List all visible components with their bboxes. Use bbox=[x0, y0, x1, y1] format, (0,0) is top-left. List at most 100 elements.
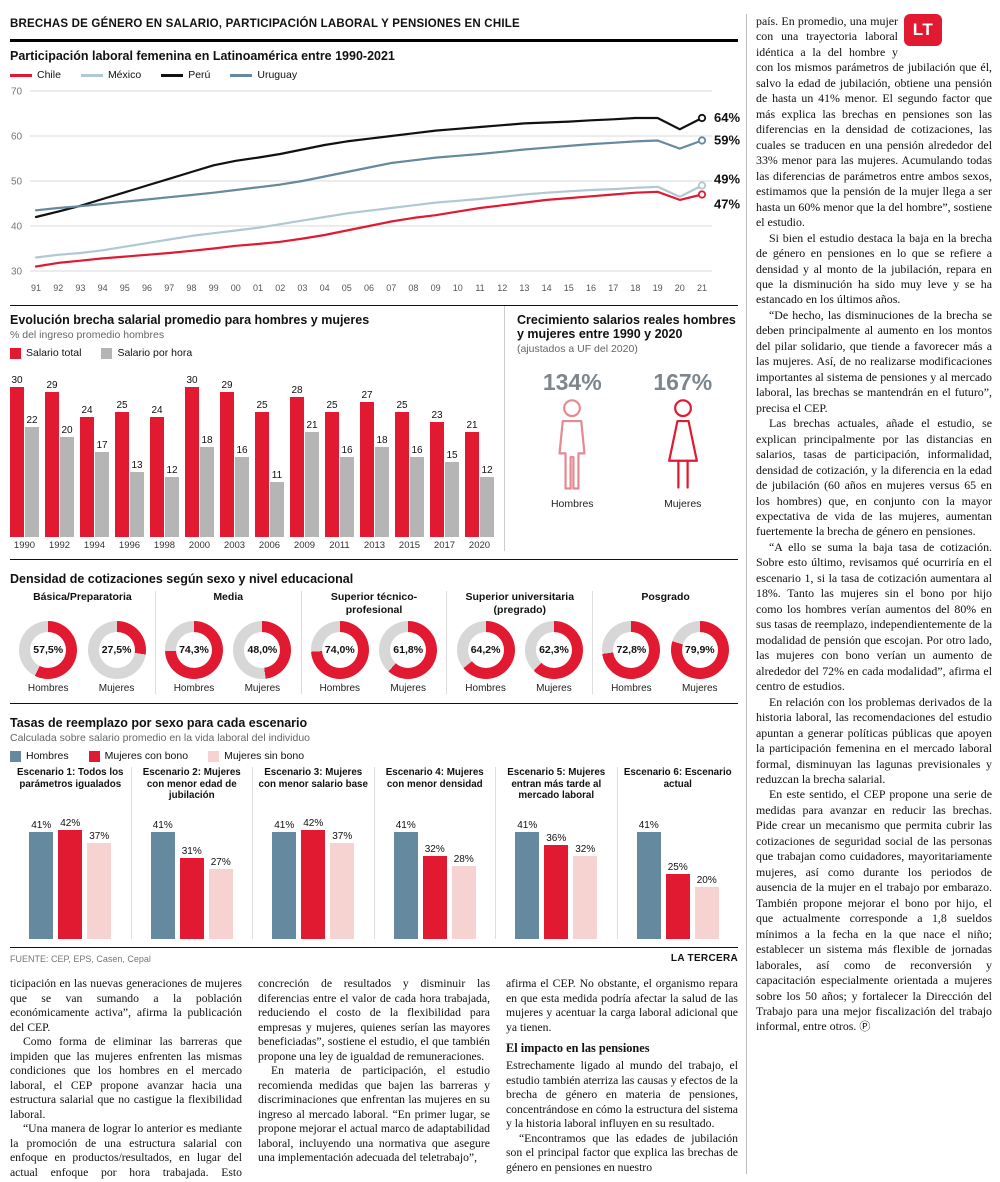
article-paragraph: Si bien el estudio destaca la baja en la… bbox=[756, 230, 992, 307]
legend-label: Salario por hora bbox=[117, 347, 193, 359]
article-paragraph: En relación con los problemas derivados … bbox=[756, 694, 992, 786]
svg-text:20: 20 bbox=[675, 283, 685, 293]
donut-value: 62,3% bbox=[539, 644, 569, 656]
donut-mujeres: 48,0% Mujeres bbox=[233, 621, 292, 694]
donut-group: Posgrado 72,8% Hombres 79,9% Mujeres bbox=[592, 591, 738, 694]
svg-text:19: 19 bbox=[653, 283, 663, 293]
bar-group-2013: 27 18 2013 bbox=[360, 369, 389, 551]
bar-value: 25 bbox=[116, 400, 128, 411]
main-layout: BRECHAS DE GÉNERO EN SALARIO, PARTICIPAC… bbox=[10, 14, 992, 1182]
bar-value: 18 bbox=[376, 435, 388, 446]
labor-participation-line-chart: 30 40 50 60 70 91 92 93 94 95 96 97 98 99 00 01 02 03 04 05… bbox=[11, 87, 740, 294]
bar-1998-salario-total bbox=[150, 417, 164, 537]
bar-value: 42% bbox=[60, 817, 81, 829]
section-title-crecimiento: Crecimiento salarios reales hombres y mu… bbox=[517, 313, 736, 341]
svg-text:96: 96 bbox=[142, 283, 152, 293]
svg-text:11: 11 bbox=[475, 283, 484, 293]
scenario-bar-groups: Escenario 1: Todos los parámetros iguala… bbox=[10, 767, 738, 939]
scenario-bar-hombres bbox=[272, 832, 297, 939]
bar-2011-salario-por-hora bbox=[340, 457, 354, 537]
svg-text:10: 10 bbox=[453, 283, 463, 293]
donut-value: 61,8% bbox=[393, 644, 424, 656]
article-paragraph: afirma el CEP. No obstante, el organismo… bbox=[506, 977, 738, 1034]
bar-category: 2020 bbox=[468, 540, 491, 551]
bar-category: 2017 bbox=[433, 540, 456, 551]
growth-value: 134% bbox=[542, 369, 602, 395]
bar-1990-salario-total bbox=[10, 387, 24, 537]
donut-sex-label: Hombres bbox=[465, 683, 506, 694]
donut-sex-label: Mujeres bbox=[681, 683, 718, 694]
bar-value: 23 bbox=[431, 410, 443, 421]
svg-text:50: 50 bbox=[11, 177, 23, 188]
svg-text:40: 40 bbox=[11, 222, 23, 233]
scenario-bar-mujeres-con-bono bbox=[422, 855, 447, 939]
svg-text:93: 93 bbox=[75, 283, 85, 293]
bar-value: 13 bbox=[131, 460, 143, 471]
bar-group-2015: 25 16 2015 bbox=[395, 369, 424, 551]
education-level-label: Superior técnico-profesional bbox=[330, 591, 418, 616]
scenario-label: Escenario 1: Todos los parámetros iguala… bbox=[16, 767, 124, 790]
bar-value: 32% bbox=[575, 843, 596, 855]
article-paragraph: Las brechas actuales, añade el estudio, … bbox=[756, 416, 992, 539]
scenario-bar-mujeres-sin-bono bbox=[208, 868, 233, 939]
bar-2015-salario-por-hora bbox=[410, 457, 424, 537]
svg-text:92: 92 bbox=[53, 283, 63, 293]
bar-2011-salario-total bbox=[325, 412, 339, 537]
bar-2017-salario-total bbox=[430, 422, 444, 537]
bar-2015-salario-total bbox=[395, 412, 409, 537]
bar-value: 21 bbox=[466, 420, 478, 431]
growth-value: 167% bbox=[653, 369, 713, 395]
svg-text:97: 97 bbox=[164, 283, 174, 293]
bar-group-2020: 21 12 2020 bbox=[465, 369, 494, 551]
salary-growth-section: Crecimiento salarios reales hombres y mu… bbox=[504, 306, 738, 551]
section-title-brecha-salarial: Evolución brecha salarial promedio para … bbox=[10, 313, 370, 327]
donut-chart: 79,9% bbox=[670, 621, 729, 679]
scenario-bar-hombres bbox=[150, 832, 175, 939]
article-bottom-columns: ticipación en las nuevas generaciones de… bbox=[10, 971, 738, 1182]
donut-group: Superior universitaria (pregrado) 64,2% Ho… bbox=[446, 591, 592, 694]
bar-group-2006: 25 11 2006 bbox=[255, 369, 284, 551]
line-uruguay bbox=[34, 139, 704, 212]
donut-chart: 74,3% bbox=[164, 621, 223, 679]
svg-text:02: 02 bbox=[275, 283, 285, 293]
svg-text:15: 15 bbox=[564, 283, 574, 293]
svg-text:98: 98 bbox=[186, 283, 196, 293]
line-perú bbox=[34, 116, 704, 219]
bar-1996-salario-total bbox=[115, 412, 129, 537]
bar-2020-salario-por-hora bbox=[480, 477, 494, 537]
donut-value: 74,0% bbox=[324, 644, 355, 656]
donut-group: Media 74,3% Hombres 48,0% Mujeres bbox=[154, 591, 301, 694]
salary-row: Evolución brecha salarial promedio para … bbox=[10, 305, 738, 551]
donut-mujeres: 61,8% Mujeres bbox=[379, 621, 438, 694]
scenario-group: Escenario 2: Mujeres con menor edad de j… bbox=[130, 767, 253, 939]
scenario-bar-mujeres-sin-bono bbox=[330, 842, 355, 939]
donut-sex-label: Mujeres bbox=[390, 683, 426, 694]
bar-category: 2013 bbox=[363, 540, 386, 551]
wage-gap-subtitle: % del ingreso promedio hombres bbox=[10, 329, 165, 341]
article-paragraph: “Encontramos que las edades de jubilació… bbox=[506, 1131, 738, 1174]
article-right-column: país. En promedio, una mujer con una tra… bbox=[747, 14, 992, 1174]
scenario-group: Escenario 5: Mujeres entran más tarde al… bbox=[495, 767, 617, 939]
pictogram-mujeres: 167% Mujeres bbox=[650, 369, 716, 510]
bar-value: 41% bbox=[638, 820, 659, 832]
bar-value: 42% bbox=[303, 817, 324, 829]
bar-value: 32% bbox=[424, 843, 445, 855]
salary-growth-pictograms: 134% Hombres 167% Mujeres bbox=[517, 369, 738, 510]
bar-1990-salario-por-hora bbox=[25, 427, 39, 537]
donut-chart: 27,5% bbox=[87, 621, 146, 679]
end-value-chile: 47% bbox=[714, 197, 740, 212]
scenario-bar-hombres bbox=[393, 832, 418, 939]
donut-sex-label: Hombres bbox=[173, 683, 215, 694]
bar-value: 25 bbox=[256, 400, 268, 411]
bar-group-2003: 29 16 2003 bbox=[220, 369, 249, 551]
svg-text:03: 03 bbox=[297, 283, 307, 293]
bar-1992-salario-por-hora bbox=[60, 437, 74, 537]
bar-value: 25 bbox=[396, 400, 408, 411]
pictogram-label: Mujeres bbox=[664, 498, 702, 510]
legend-label: Chile bbox=[37, 69, 61, 81]
bar-value: 25 bbox=[326, 400, 338, 411]
donut-sex-label: Hombres bbox=[611, 683, 652, 694]
bar-value: 16 bbox=[411, 445, 423, 456]
bar-value: 37% bbox=[89, 830, 110, 842]
donut-chart: 72,8% bbox=[602, 621, 661, 679]
